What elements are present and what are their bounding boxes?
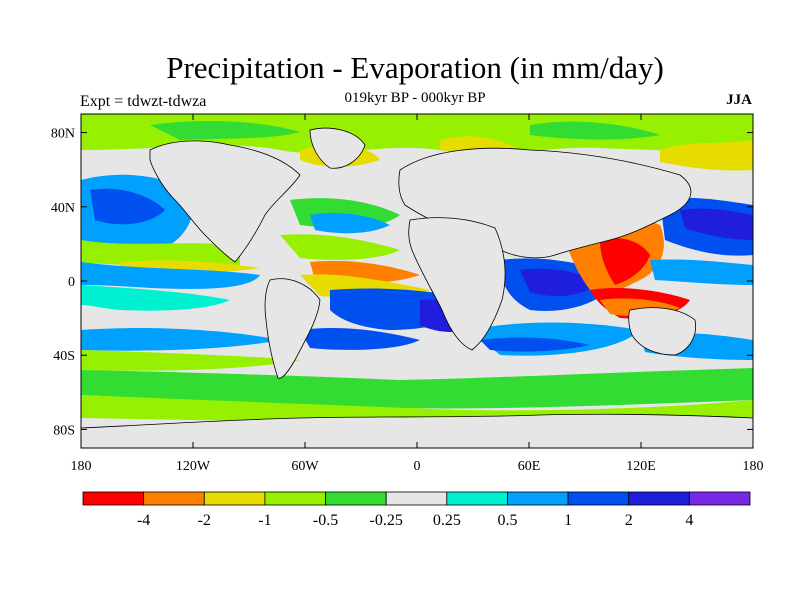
land-africa	[408, 217, 506, 351]
field-region	[300, 328, 420, 350]
colorbar-label: -4	[137, 512, 150, 529]
lon-tick-label: 120W	[176, 459, 211, 474]
map-title: Precipitation - Evaporation (in mm/day)	[166, 50, 664, 85]
lon-tick-label: 60E	[518, 459, 541, 474]
map-field	[81, 114, 753, 448]
lon-tick-label: 60W	[291, 459, 319, 474]
field-region	[310, 213, 390, 234]
colorbar-swatch	[82, 491, 145, 506]
colorbar-swatch	[628, 491, 690, 506]
colorbar-swatch	[446, 491, 508, 506]
lat-tick-label: 40N	[51, 201, 75, 216]
lat-tick-label: 80S	[53, 423, 75, 438]
field-region	[280, 234, 400, 260]
field-region	[81, 368, 753, 409]
land-australia	[628, 307, 697, 356]
field-region	[81, 262, 260, 289]
colorbar-label: -0.5	[313, 512, 338, 529]
colorbar-label: 0.25	[433, 512, 461, 529]
field-region	[530, 121, 660, 140]
field-region	[680, 208, 753, 240]
field-region	[81, 350, 300, 371]
colorbar-label: 1	[564, 512, 572, 529]
lon-tick-label: 180	[743, 459, 764, 474]
field-region	[81, 328, 280, 351]
field-region	[600, 238, 650, 285]
colorbar-label: 0.5	[497, 512, 517, 529]
field-region	[650, 259, 753, 285]
colorbar-label: -1	[258, 512, 271, 529]
longitude-axis: 180 120W 60W 0 60E 120E 180	[71, 114, 764, 474]
lat-tick-label: 0	[68, 275, 75, 290]
colorbar-label: 2	[625, 512, 633, 529]
lon-tick-label: 120E	[626, 459, 656, 474]
land-south-america	[264, 278, 321, 379]
field-region	[90, 188, 165, 225]
colorbar-label: -2	[198, 512, 211, 529]
colorbar: -4 -2 -1 -0.5 -0.25 0.25 0.5 1 2 4	[82, 491, 751, 529]
colorbar-swatch	[264, 491, 326, 506]
lon-tick-label: 180	[71, 459, 92, 474]
colorbar-swatch	[385, 491, 448, 506]
colorbar-swatch	[507, 491, 569, 506]
experiment-label: Expt = tdwzt-tdwza	[80, 93, 207, 110]
lon-tick-label: 0	[414, 459, 421, 474]
lat-tick-label: 40S	[53, 349, 75, 364]
colorbar-label: -0.25	[370, 512, 403, 529]
field-region	[81, 240, 240, 265]
land-north-america	[149, 140, 301, 263]
lat-tick-label: 80N	[51, 127, 75, 142]
colorbar-swatch	[143, 491, 205, 506]
field-region	[81, 285, 230, 311]
field-region	[150, 120, 300, 140]
field-region	[520, 268, 600, 297]
colorbar-label: 4	[685, 512, 693, 529]
latitude-axis: 80N 40N 0 40S 80S	[51, 127, 753, 438]
land-masses	[81, 127, 753, 448]
land-antarctica	[81, 413, 753, 448]
field-region	[480, 337, 590, 352]
colorbar-swatch	[567, 491, 630, 506]
colorbar-swatch	[688, 491, 751, 506]
colorbar-swatch	[325, 491, 387, 506]
map-subtitle: 019kyr BP - 000kyr BP	[344, 90, 486, 106]
land-greenland	[309, 127, 366, 169]
field-region	[660, 140, 753, 171]
season-label: JJA	[726, 92, 752, 108]
colorbar-swatch	[203, 491, 266, 506]
